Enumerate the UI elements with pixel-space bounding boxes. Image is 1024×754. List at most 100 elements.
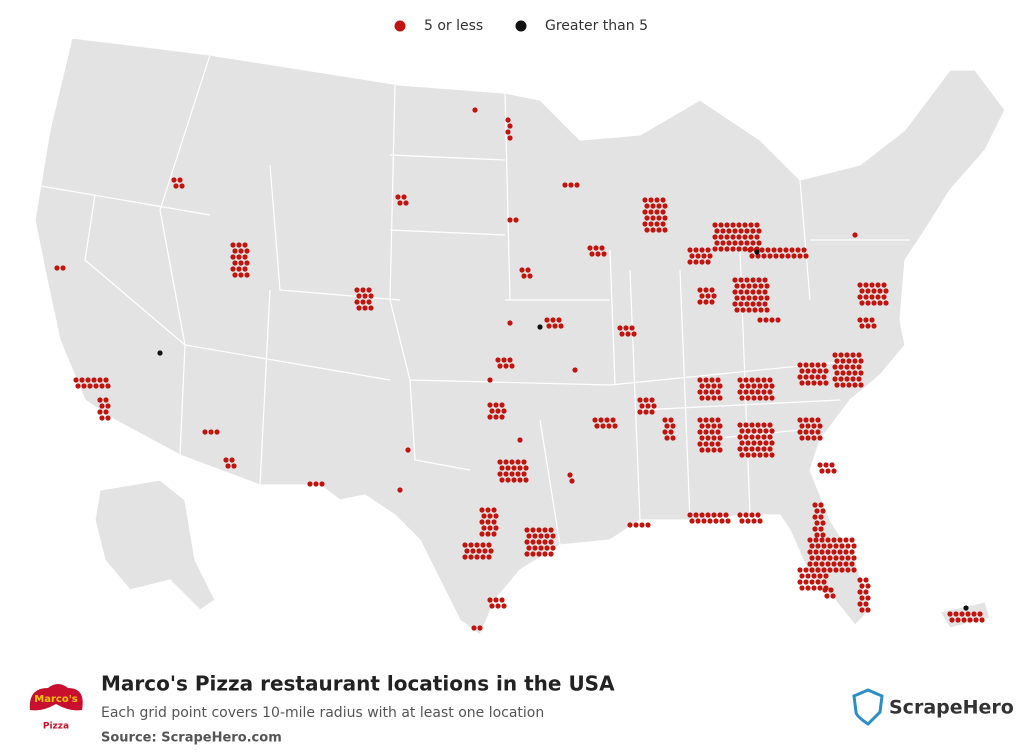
location-dot: [762, 277, 768, 283]
location-dot: [699, 423, 705, 429]
location-dot: [230, 254, 236, 260]
location-dot: [761, 422, 767, 428]
location-dot: [858, 358, 864, 364]
location-dot: [769, 383, 775, 389]
legend-label: Greater than 5: [545, 18, 648, 34]
location-dot: [499, 597, 505, 603]
location-dot: [742, 234, 748, 240]
location-dot: [507, 135, 513, 141]
location-dot: [883, 288, 889, 294]
location-dot: [703, 299, 709, 305]
location-dot: [717, 383, 723, 389]
location-dot: [754, 234, 760, 240]
location-dot: [791, 253, 797, 259]
location-dot: [511, 465, 517, 471]
location-dot: [648, 197, 654, 203]
location-dot: [865, 583, 871, 589]
location-dot: [157, 350, 163, 356]
location-dot: [397, 200, 403, 206]
location-dot: [839, 567, 845, 573]
logo-shape: [29, 684, 83, 711]
location-dot: [650, 215, 656, 221]
location-dot: [495, 603, 501, 609]
location-dot: [799, 423, 805, 429]
location-dot: [828, 587, 834, 593]
location-dot: [757, 395, 763, 401]
location-dot: [739, 452, 745, 458]
location-dot: [851, 543, 857, 549]
location-dot: [523, 465, 529, 471]
location-dot: [493, 513, 499, 519]
location-dot: [601, 251, 607, 257]
location-dot: [479, 531, 485, 537]
location-dot: [832, 364, 838, 370]
location-dot: [171, 177, 177, 183]
location-dot: [817, 368, 823, 374]
location-dot: [509, 471, 515, 477]
location-dot: [811, 380, 817, 386]
location-dot: [705, 247, 711, 253]
location-dot: [313, 481, 319, 487]
location-dot: [737, 512, 743, 518]
location-dot: [833, 567, 839, 573]
location-dot: [507, 357, 513, 363]
location-dot: [833, 555, 839, 561]
location-dot: [711, 447, 717, 453]
location-dot: [693, 247, 699, 253]
location-dot: [749, 512, 755, 518]
location-dot: [532, 545, 538, 551]
location-dot: [817, 435, 823, 441]
location-dot: [809, 429, 815, 435]
location-dot: [718, 246, 724, 252]
location-dot: [562, 182, 568, 188]
location-dot: [717, 435, 723, 441]
location-dot: [825, 537, 831, 543]
location-dot: [238, 272, 244, 278]
location-dot: [105, 383, 111, 389]
location-dot: [737, 422, 743, 428]
location-dot: [527, 273, 533, 279]
location-dot: [366, 299, 372, 305]
location-dot: [752, 295, 758, 301]
location-dot: [859, 583, 865, 589]
location-dot: [538, 533, 544, 539]
location-dot: [859, 300, 865, 306]
location-dot: [619, 331, 625, 337]
location-dot: [395, 194, 401, 200]
location-dot: [763, 383, 769, 389]
location-dot: [744, 240, 750, 246]
location-dot: [177, 177, 183, 183]
location-dot: [749, 422, 755, 428]
location-dot: [799, 573, 805, 579]
location-dot: [648, 209, 654, 215]
location-dot: [568, 182, 574, 188]
location-dot: [715, 429, 721, 435]
location-dot: [103, 397, 109, 403]
location-dot: [809, 362, 815, 368]
location-dot: [745, 383, 751, 389]
location-dot: [714, 228, 720, 234]
location-dot: [474, 542, 480, 548]
location-dot: [756, 240, 762, 246]
location-dot: [202, 429, 208, 435]
location-dot: [827, 555, 833, 561]
location-dot: [797, 429, 803, 435]
location-dot: [505, 129, 511, 135]
location-dot: [746, 307, 752, 313]
location-dot: [507, 320, 513, 326]
location-dot: [574, 182, 580, 188]
location-dot: [726, 240, 732, 246]
location-dot: [811, 585, 817, 591]
location-dot: [875, 282, 881, 288]
location-dot: [368, 293, 374, 299]
location-dot: [493, 402, 499, 408]
location-dot: [524, 551, 530, 557]
location-dot: [763, 452, 769, 458]
location-dot: [105, 415, 111, 421]
location-dot: [232, 272, 238, 278]
location-dot: [644, 227, 650, 233]
location-dot: [664, 435, 670, 441]
location-dot: [649, 409, 655, 415]
location-dot: [761, 446, 767, 452]
location-dot: [546, 323, 552, 329]
